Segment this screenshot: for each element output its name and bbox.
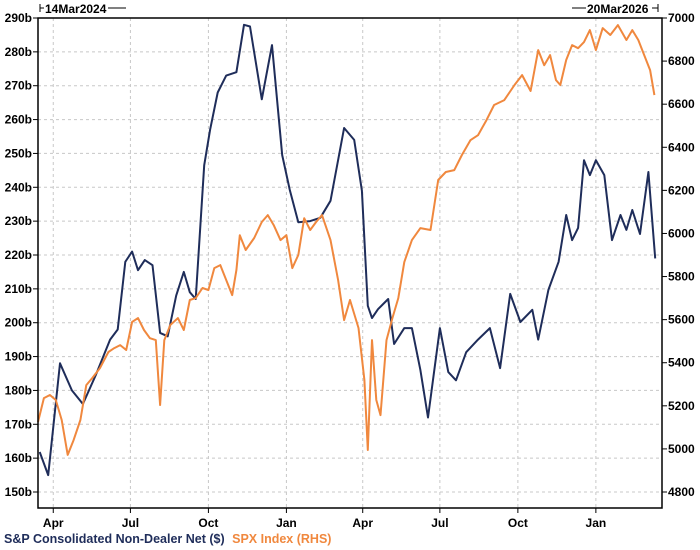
x-tick-label: Oct — [198, 516, 218, 530]
right-tick-label: 5000 — [668, 442, 695, 456]
left-tick-label: 240b — [5, 180, 32, 194]
start-date-label: 14Mar2024 — [45, 2, 107, 16]
left-tick-label: 230b — [5, 214, 32, 228]
right-tick-label: 5400 — [668, 356, 695, 370]
x-tick-label: Jul — [431, 516, 448, 530]
right-tick-label: 5800 — [668, 270, 695, 284]
right-tick-label: 4800 — [668, 485, 695, 499]
right-tick-label: 6200 — [668, 183, 695, 197]
series-line-non-dealer-net — [38, 23, 657, 477]
range-labels: 14Mar2024 20Mar2026 — [39, 2, 659, 16]
x-tick-label: Jan — [276, 516, 297, 530]
left-tick-label: 190b — [5, 350, 32, 364]
left-tick-label: 220b — [5, 248, 32, 262]
x-tick-label: Jul — [122, 516, 139, 530]
left-tick-label: 250b — [5, 146, 32, 160]
left-tick-label: 290b — [5, 11, 32, 25]
left-tick-label: 150b — [5, 485, 32, 499]
right-tick-label: 6000 — [668, 226, 695, 240]
right-tick-label: 6600 — [668, 97, 695, 111]
left-tick-label: 200b — [5, 316, 32, 330]
series-line-spx — [37, 24, 656, 456]
legend: S&P Consolidated Non-Dealer Net ($) SPX … — [4, 532, 331, 546]
right-tick-label: 5200 — [668, 399, 695, 413]
legend-item-spx: SPX Index (RHS) — [232, 532, 332, 546]
left-tick-label: 210b — [5, 282, 32, 296]
right-tick-label: 5600 — [668, 313, 695, 327]
end-date-label: 20Mar2026 — [587, 2, 649, 16]
left-tick-label: 160b — [5, 451, 32, 465]
left-tick-label: 280b — [5, 45, 32, 59]
x-tick-label: Apr — [43, 516, 64, 530]
right-tick-label: 7000 — [668, 11, 695, 25]
x-tick-label: Oct — [508, 516, 528, 530]
right-tick-label: 6400 — [668, 140, 695, 154]
grid — [38, 17, 662, 508]
plot-frame — [37, 17, 663, 509]
chart: 150b 160b 170b 180b 190b 200b 210b 220b 230b 240b… — [5, 2, 695, 530]
legend-item-non-dealer-net: S&P Consolidated Non-Dealer Net ($) — [4, 532, 225, 546]
left-tick-label: 180b — [5, 383, 32, 397]
series-layer — [37, 23, 657, 477]
left-tick-label: 260b — [5, 113, 32, 127]
axes: 150b 160b 170b 180b 190b 200b 210b 220b 230b 240b… — [5, 11, 695, 530]
left-tick-label: 270b — [5, 79, 32, 93]
x-tick-label: Jan — [586, 516, 607, 530]
x-tick-label: Apr — [352, 516, 373, 530]
right-tick-label: 6800 — [668, 54, 695, 68]
left-tick-label: 170b — [5, 417, 32, 431]
